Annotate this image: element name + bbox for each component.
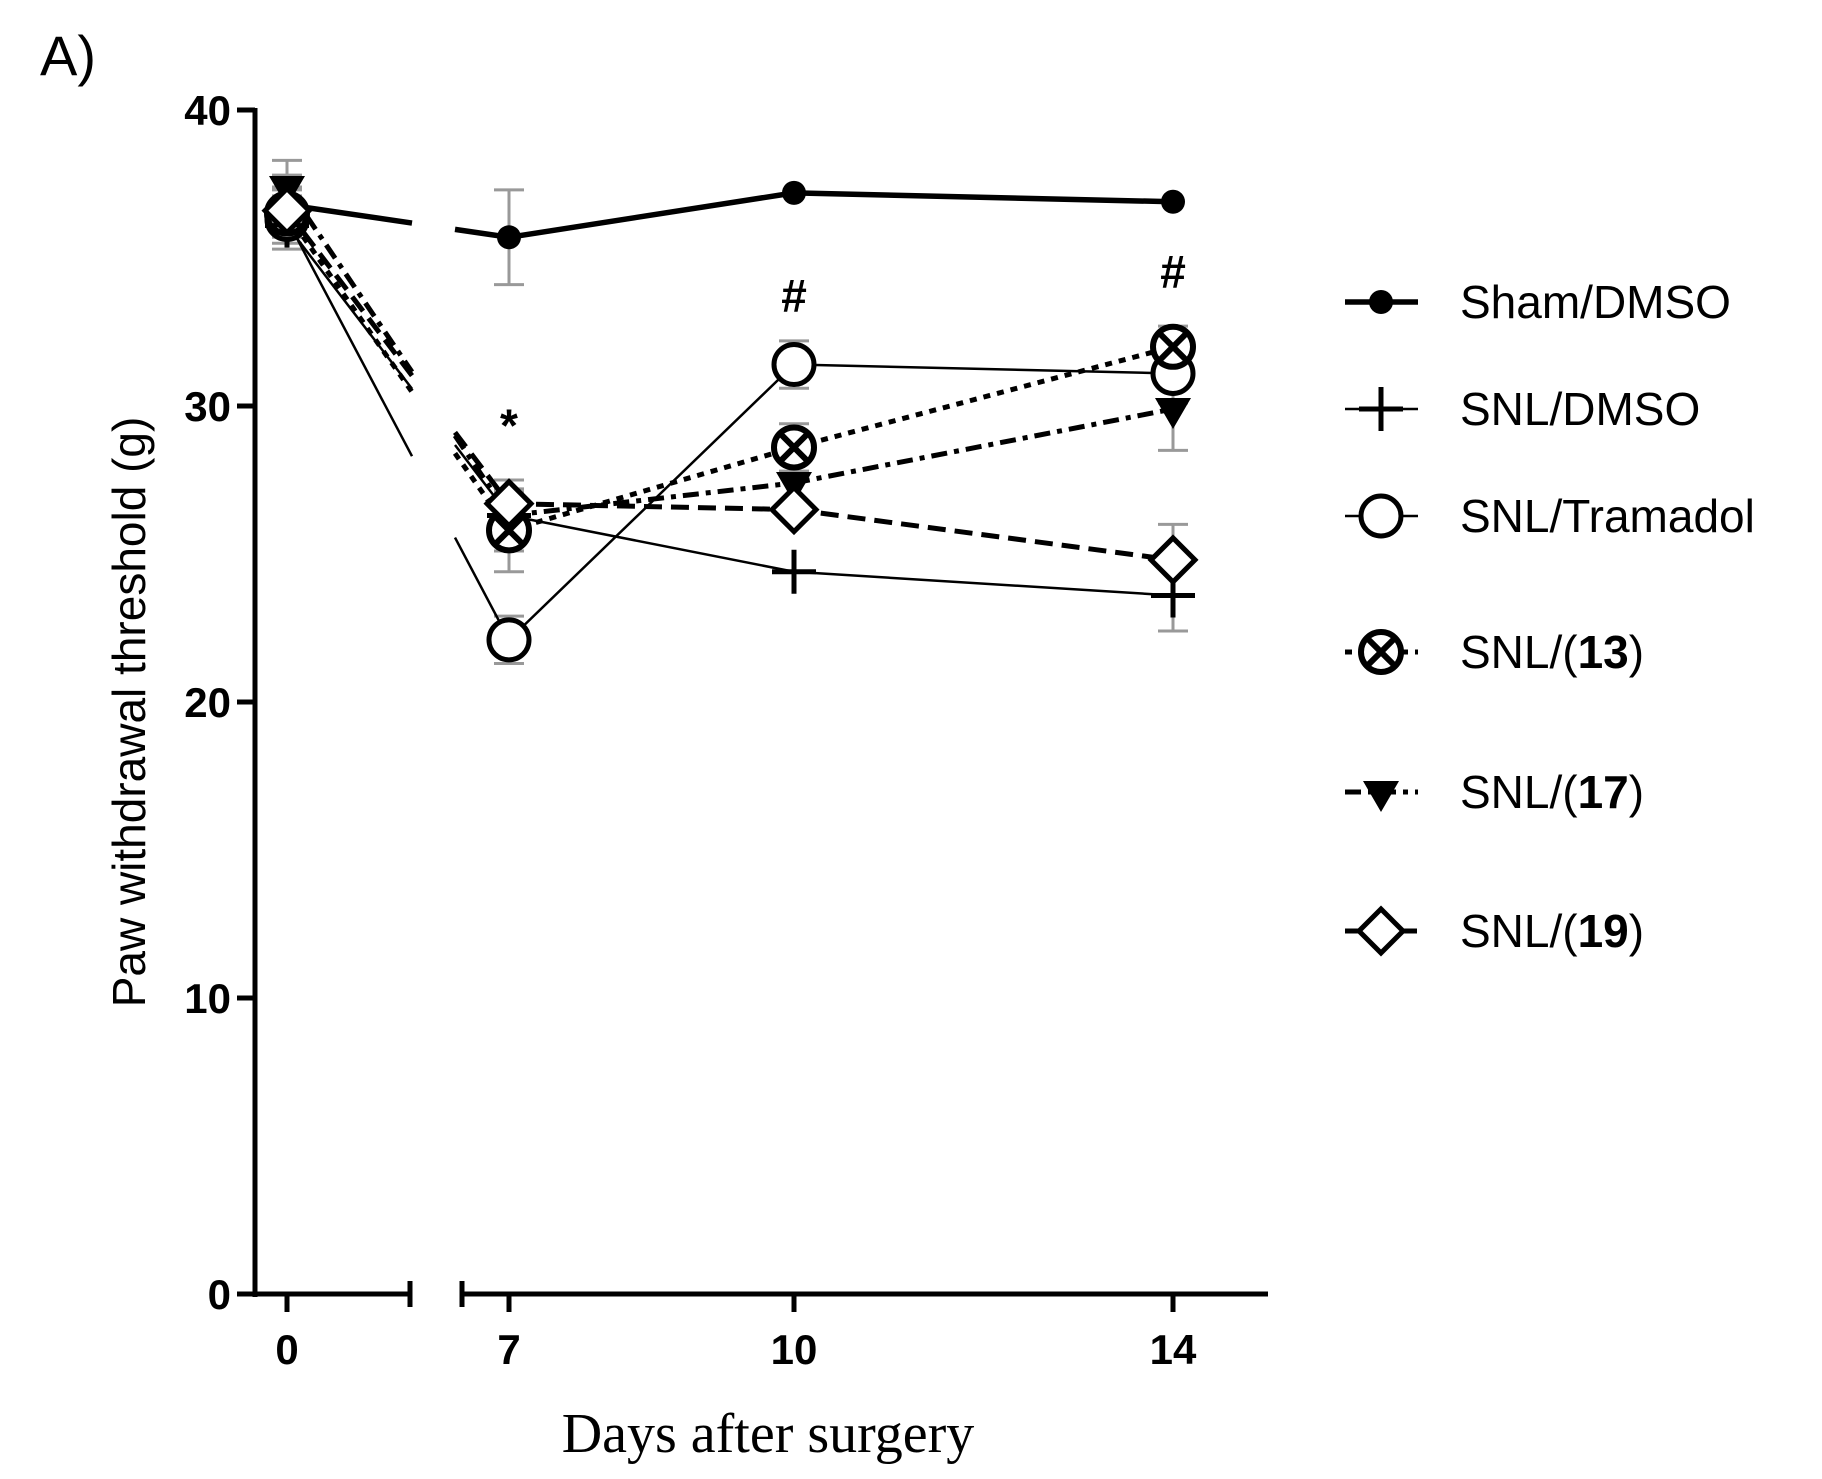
x-axis-label: Days after surgery — [562, 1403, 975, 1465]
legend-label-compound-number: 13 — [1578, 626, 1629, 678]
y-tick-label: 30 — [184, 383, 231, 430]
series-line-segment — [793, 406, 1174, 486]
legend-label-text: SNL/( — [1460, 766, 1578, 818]
marker-plus — [772, 549, 816, 594]
series-line-segment — [508, 190, 795, 240]
legend-label-suffix: ) — [1629, 905, 1644, 957]
x-tick-label: 7 — [497, 1326, 520, 1373]
series-line-segment — [453, 430, 511, 506]
legend-label: Sham/DMSO — [1460, 276, 1731, 328]
legend-label: SNL/DMSO — [1460, 383, 1700, 435]
series-line-segment — [508, 480, 795, 519]
marker-open-circle — [486, 617, 532, 663]
series-line-segment — [452, 451, 512, 532]
legend-item: SNL/(19) — [1345, 905, 1644, 957]
x-tick-label: 14 — [1150, 1326, 1197, 1373]
legend-label-text: SNL/DMSO — [1460, 383, 1700, 435]
series-line-segment — [793, 190, 1174, 205]
marker-open-diamond — [1147, 534, 1199, 586]
marker-open-circle — [1358, 493, 1404, 539]
y-tick-label: 40 — [184, 87, 231, 134]
legend-label-compound-number: 17 — [1578, 766, 1629, 818]
marker-open-diamond — [483, 478, 535, 530]
legend-item: SNL/Tramadol — [1345, 490, 1755, 542]
legend-label-text: SNL/Tramadol — [1460, 490, 1755, 542]
legend: Sham/DMSOSNL/DMSOSNL/TramadolSNL/(13)SNL… — [1345, 276, 1755, 957]
panel-label: A) — [40, 24, 96, 87]
marker-circle-x-stroke-b — [1156, 330, 1190, 364]
legend-label-compound-number: 19 — [1578, 905, 1629, 957]
x-tick-label: 10 — [771, 1326, 818, 1373]
significance-annotation: # — [781, 269, 807, 321]
marker-filled-triangle-down — [1363, 781, 1399, 812]
marker-circle-x-stroke-b — [1364, 635, 1398, 669]
series-line-segment — [508, 363, 795, 641]
legend-item: Sham/DMSO — [1345, 276, 1731, 328]
legend-label-suffix: ) — [1629, 626, 1644, 678]
legend-item: SNL/(17) — [1345, 766, 1644, 818]
series-line-segment — [793, 363, 1174, 375]
marker-open-diamond — [768, 484, 820, 536]
marker-circle-x — [1358, 629, 1404, 675]
marker-open-diamond — [261, 185, 313, 237]
series-line-segment — [284, 212, 415, 394]
series-lines — [284, 185, 1174, 641]
significance-annotation: * — [500, 400, 518, 452]
marker-plus — [1359, 387, 1403, 431]
series-line-segment — [285, 218, 414, 457]
y-tick-label: 0 — [208, 1271, 231, 1318]
series-line-segment — [285, 209, 414, 378]
x-tick-label: 0 — [275, 1326, 298, 1373]
significance-annotation: # — [1160, 246, 1186, 298]
legend-label: SNL/(17) — [1460, 766, 1644, 818]
series-line-segment — [793, 344, 1174, 450]
legend-label-text: SNL/( — [1460, 905, 1578, 957]
marker-filled-triangle-down — [1155, 397, 1191, 429]
legend-label: SNL/Tramadol — [1460, 490, 1755, 542]
series-markers — [261, 175, 1199, 663]
marker-filled-circle — [497, 225, 521, 250]
marker-open-diamond — [1355, 905, 1407, 957]
annotations: * # # — [500, 246, 1186, 452]
marker-filled-circle — [782, 180, 806, 205]
legend-item: SNL/DMSO — [1345, 383, 1700, 435]
series-line-segment — [793, 507, 1174, 563]
legend-label: SNL/(19) — [1460, 905, 1644, 957]
marker-filled-circle — [1369, 290, 1393, 314]
legend-label-suffix: ) — [1629, 766, 1644, 818]
marker-filled-circle — [1161, 189, 1185, 214]
legend-label: SNL/(13) — [1460, 626, 1644, 678]
y-tick-label: 20 — [184, 679, 231, 726]
marker-open-circle — [771, 342, 817, 388]
y-axis-label: Paw withdrawal threshold (g) — [103, 417, 155, 1008]
marker-circle-x — [1150, 323, 1196, 370]
legend-label-text: SNL/( — [1460, 626, 1578, 678]
legend-label-text: Sham/DMSO — [1460, 276, 1731, 328]
marker-circle-x-stroke-b — [777, 430, 811, 464]
series-line-segment — [508, 501, 795, 513]
series-line-segment — [508, 445, 795, 533]
legend-item: SNL/(13) — [1345, 626, 1644, 678]
marker-circle-x — [771, 424, 817, 471]
axes: 0 10 20 30 40 0 7 10 14 — [184, 87, 1268, 1373]
y-tick-label: 10 — [184, 975, 231, 1022]
series-line-segment — [793, 570, 1174, 597]
series-line-segment — [508, 514, 795, 573]
